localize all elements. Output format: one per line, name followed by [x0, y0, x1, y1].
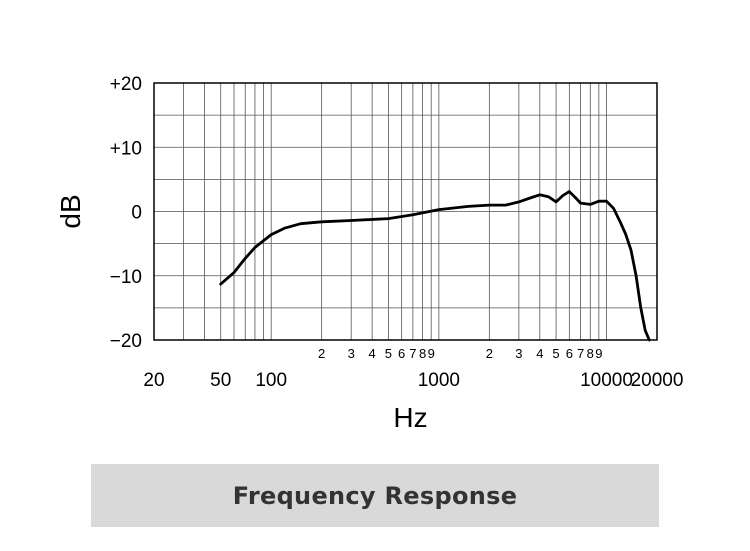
- x-tick-label: 20: [143, 370, 164, 391]
- y-tick-label: −10: [110, 267, 142, 288]
- x-minor-tick-label: 2: [486, 346, 493, 361]
- x-minor-tick-label: 3: [348, 346, 355, 361]
- x-tick-label: 20000: [631, 370, 684, 391]
- title-banner: Frequency Response: [91, 464, 659, 527]
- y-tick-labels: +20 +10 0 −10 −20: [110, 74, 142, 352]
- x-minor-tick-label: 6: [566, 346, 573, 361]
- x-tick-label: 1000: [418, 370, 460, 391]
- x-minor-tick-label: 7: [409, 346, 416, 361]
- response-curve: [219, 190, 651, 342]
- x-tick-label: 10000: [580, 370, 633, 391]
- y-tick-label: 0: [131, 203, 142, 224]
- x-minor-tick-label: 5: [552, 346, 559, 361]
- y-tick-label: +10: [110, 138, 142, 159]
- plot-frame: [153, 82, 658, 341]
- x-minor-tick-label: 3: [515, 346, 522, 361]
- x-minor-tick-label: 8: [419, 346, 426, 361]
- x-axis-label: Hz: [393, 402, 427, 433]
- grid-lines: [154, 83, 657, 340]
- y-tick-label: +20: [110, 74, 142, 95]
- y-tick-label: −20: [110, 331, 142, 352]
- x-minor-tick-label: 9: [595, 346, 602, 361]
- x-minor-tick-label: 2: [318, 346, 325, 361]
- chart-title: Frequency Response: [232, 481, 518, 510]
- x-minor-tick-label: 4: [369, 346, 376, 361]
- x-tick-label: 50: [210, 370, 231, 391]
- y-axis-label: dB: [55, 194, 86, 228]
- x-minor-tick-label: 5: [385, 346, 392, 361]
- response-curve-group: [219, 190, 651, 342]
- x-minor-tick-label: 9: [428, 346, 435, 361]
- x-minor-tick-label: 6: [398, 346, 405, 361]
- x-minor-tick-label: 8: [587, 346, 594, 361]
- x-tick-label: 100: [255, 370, 287, 391]
- x-minor-tick-label: 4: [536, 346, 543, 361]
- x-minor-tick-label: 7: [577, 346, 584, 361]
